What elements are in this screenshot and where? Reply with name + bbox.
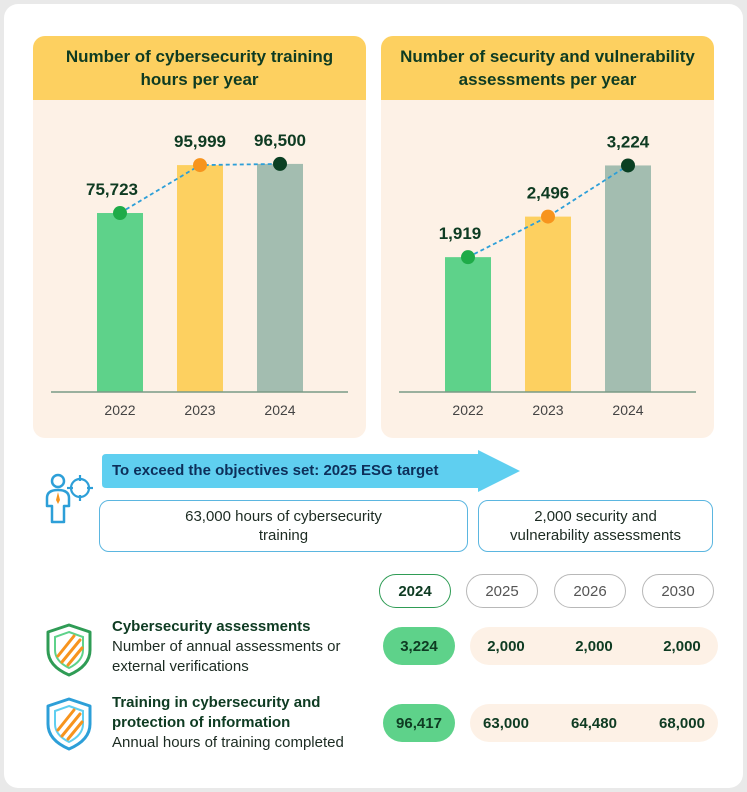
year-pill-2025: 2025 xyxy=(466,574,538,608)
year-pill-2026: 2026 xyxy=(554,574,626,608)
tick-label-2023: 2023 xyxy=(184,402,215,418)
objectives-banner: To exceed the objectives set: 2025 ESG t… xyxy=(102,450,522,492)
row-assessments-value-2025: 2,000 xyxy=(487,637,525,655)
row-title: Training in cybersecurity and protection… xyxy=(112,694,321,731)
bar-2022 xyxy=(97,213,143,392)
row-assessments-value-2024: 3,224 xyxy=(383,627,455,665)
tick-label-2024: 2024 xyxy=(612,402,643,418)
data-label-2022: 75,723 xyxy=(86,180,138,199)
row-training-value-2030: 68,000 xyxy=(659,714,705,732)
row-assessments-value-2030: 2,000 xyxy=(663,637,701,655)
shield-icon xyxy=(44,696,94,757)
point-2024 xyxy=(621,158,635,173)
trend-line xyxy=(467,164,629,258)
row-assessments-value-2026: 2,000 xyxy=(575,637,613,655)
row-description: Number of annual assessments or external… xyxy=(112,638,341,675)
bar-2024 xyxy=(605,165,651,392)
chart-title-panel: Number of security and vulnerability ass… xyxy=(381,36,714,100)
infographic-card: Number of cybersecurity training hours p… xyxy=(4,4,743,788)
point-2023 xyxy=(193,158,207,173)
chart-title: Number of security and vulnerability ass… xyxy=(400,47,695,89)
chart-panel-training-hours: Number of cybersecurity training hours p… xyxy=(33,36,366,438)
data-label-2023: 95,999 xyxy=(174,132,226,151)
row-description: Annual hours of training completed xyxy=(112,734,344,751)
chart-title-panel: Number of cybersecurity training hours p… xyxy=(33,36,366,100)
bar-2024 xyxy=(257,163,303,392)
tick-label-2023: 2023 xyxy=(532,402,563,418)
data-label-2024: 96,500 xyxy=(254,131,306,150)
training-hours-chart: 75,723 2022 95,999 2023 96,500 2024 xyxy=(51,131,348,418)
data-label-2023: 2,496 xyxy=(527,184,570,203)
objectives-banner-text: To exceed the objectives set: 2025 ESG t… xyxy=(112,462,439,479)
bar-2023 xyxy=(177,165,223,392)
point-2022 xyxy=(113,206,127,221)
data-label-2022: 1,919 xyxy=(439,224,482,243)
target-assessments: 2,000 security and vulnerability assessm… xyxy=(478,500,713,552)
target-training-hours-text: 63,000 hours of cybersecurity training xyxy=(185,508,382,544)
row-assessments-targets: 2,000 2,000 2,000 xyxy=(470,627,718,665)
point-2024 xyxy=(273,156,287,171)
year-pill-2030: 2030 xyxy=(642,574,714,608)
data-label-2024: 3,224 xyxy=(607,132,650,151)
point-2022 xyxy=(461,250,475,265)
tick-label-2022: 2022 xyxy=(104,402,135,418)
chart-panel-assessments: Number of security and vulnerability ass… xyxy=(381,36,714,438)
row-training-targets: 63,000 64,480 68,000 xyxy=(470,704,718,742)
target-training-hours: 63,000 hours of cybersecurity training xyxy=(99,500,468,552)
point-2023 xyxy=(541,209,555,224)
chart-title: Number of cybersecurity training hours p… xyxy=(65,47,334,89)
bar-2022 xyxy=(445,257,491,392)
bar-2023 xyxy=(525,216,571,392)
assessments-chart: 1,919 2022 2,496 2023 3,224 2024 xyxy=(399,132,696,418)
row-training-value-2026: 64,480 xyxy=(571,714,617,732)
row-training-value-2025: 63,000 xyxy=(483,714,529,732)
row-assessments-text: Cybersecurity assessments Number of annu… xyxy=(112,617,362,677)
row-training-value-2024: 96,417 xyxy=(383,704,455,742)
year-pill-2024: 2024 xyxy=(379,574,451,608)
row-training-text: Training in cybersecurity and protection… xyxy=(112,693,377,753)
target-assessments-text: 2,000 security and vulnerability assessm… xyxy=(510,508,681,544)
tick-label-2022: 2022 xyxy=(452,402,483,418)
shield-icon xyxy=(44,622,94,683)
person-target-icon xyxy=(44,472,100,533)
tick-label-2024: 2024 xyxy=(264,402,295,418)
row-title: Cybersecurity assessments xyxy=(112,618,311,635)
